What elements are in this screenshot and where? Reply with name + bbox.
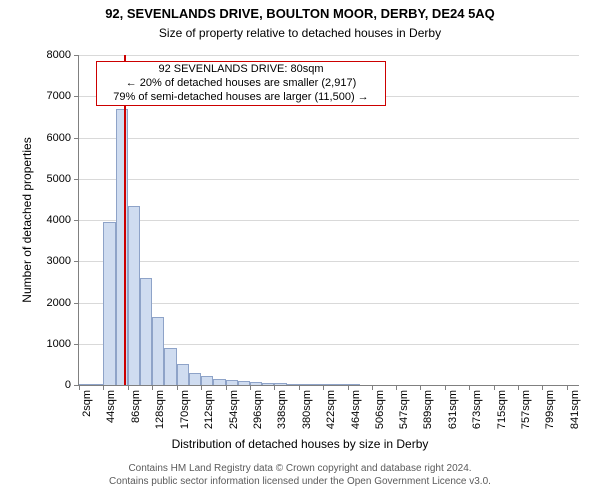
x-tick-label: 799sqm [544, 390, 556, 429]
x-tick-label: 506sqm [374, 390, 386, 429]
histogram-bar [287, 384, 299, 385]
annotation-line-2: ← 20% of detached houses are smaller (2,… [101, 77, 381, 91]
gridline [79, 179, 579, 180]
gridline [79, 261, 579, 262]
y-tick-label: 8000 [47, 49, 79, 61]
x-tick-label: 673sqm [471, 390, 483, 429]
x-tick-mark [567, 385, 568, 390]
histogram-bar [335, 384, 347, 385]
x-tick-label: 86sqm [130, 390, 142, 423]
histogram-bar [238, 381, 250, 385]
figure-title-address: 92, SEVENLANDS DRIVE, BOULTON MOOR, DERB… [0, 6, 600, 21]
x-tick-label: 757sqm [520, 390, 532, 429]
x-tick-label: 128sqm [154, 390, 166, 429]
chart-figure: 92, SEVENLANDS DRIVE, BOULTON MOOR, DERB… [0, 0, 600, 500]
x-tick-label: 422sqm [325, 390, 337, 429]
x-tick-mark [201, 385, 202, 390]
histogram-bar [250, 382, 262, 385]
y-tick-label: 3000 [47, 255, 79, 267]
gridline [79, 220, 579, 221]
histogram-bar [323, 384, 335, 385]
x-tick-label: 589sqm [422, 390, 434, 429]
x-tick-mark [469, 385, 470, 390]
x-tick-mark [128, 385, 129, 390]
x-tick-label: 547sqm [398, 390, 410, 429]
y-tick-label: 4000 [47, 214, 79, 226]
x-tick-mark [494, 385, 495, 390]
histogram-bar [213, 379, 225, 385]
x-tick-label: 841sqm [569, 390, 581, 429]
x-tick-mark [79, 385, 80, 390]
x-tick-mark [177, 385, 178, 390]
footer-line-2: Contains public sector information licen… [0, 476, 600, 489]
footer-line-1: Contains HM Land Registry data © Crown c… [0, 463, 600, 476]
histogram-bar [226, 380, 238, 385]
histogram-bar [103, 222, 115, 385]
y-tick-label: 2000 [47, 297, 79, 309]
histogram-bar [152, 317, 164, 385]
x-tick-mark [518, 385, 519, 390]
histogram-bar [128, 206, 140, 385]
y-tick-label: 1000 [47, 338, 79, 350]
x-tick-label: 212sqm [203, 390, 215, 429]
histogram-bar [91, 384, 103, 385]
histogram-bar [140, 278, 152, 385]
marker-annotation-box: 92 SEVENLANDS DRIVE: 80sqm ← 20% of deta… [96, 61, 386, 106]
histogram-bar [189, 373, 201, 385]
gridline [79, 303, 579, 304]
x-tick-label: 631sqm [447, 390, 459, 429]
y-tick-label: 5000 [47, 173, 79, 185]
histogram-bar [262, 383, 274, 385]
x-tick-mark [372, 385, 373, 390]
histogram-bar [274, 383, 286, 385]
x-tick-label: 464sqm [350, 390, 362, 429]
x-axis-label: Distribution of detached houses by size … [0, 437, 600, 451]
y-tick-label: 7000 [47, 90, 79, 102]
histogram-bar [299, 384, 311, 385]
x-tick-label: 254sqm [228, 390, 240, 429]
x-tick-label: 2sqm [81, 390, 93, 417]
histogram-bar [177, 364, 189, 385]
x-tick-label: 44sqm [105, 390, 117, 423]
x-tick-mark [445, 385, 446, 390]
gridline [79, 138, 579, 139]
histogram-bar [348, 384, 360, 385]
figure-title-subtitle: Size of property relative to detached ho… [0, 26, 600, 40]
x-tick-mark [348, 385, 349, 390]
x-tick-mark [396, 385, 397, 390]
gridline [79, 55, 579, 56]
y-tick-label: 0 [65, 379, 79, 391]
histogram-bar [201, 376, 213, 385]
y-tick-label: 6000 [47, 132, 79, 144]
x-tick-mark [250, 385, 251, 390]
attribution-footer: Contains HM Land Registry data © Crown c… [0, 463, 600, 488]
x-tick-mark [299, 385, 300, 390]
x-tick-mark [226, 385, 227, 390]
histogram-bar [79, 384, 91, 385]
histogram-bar [311, 384, 323, 385]
y-axis-label: Number of detached properties [20, 137, 34, 302]
x-tick-label: 338sqm [276, 390, 288, 429]
x-tick-label: 715sqm [496, 390, 508, 429]
x-tick-label: 296sqm [252, 390, 264, 429]
x-tick-label: 380sqm [301, 390, 313, 429]
annotation-line-3: 79% of semi-detached houses are larger (… [101, 91, 381, 105]
x-tick-label: 170sqm [179, 390, 191, 429]
annotation-line-1: 92 SEVENLANDS DRIVE: 80sqm [101, 63, 381, 77]
histogram-bar [164, 348, 176, 385]
